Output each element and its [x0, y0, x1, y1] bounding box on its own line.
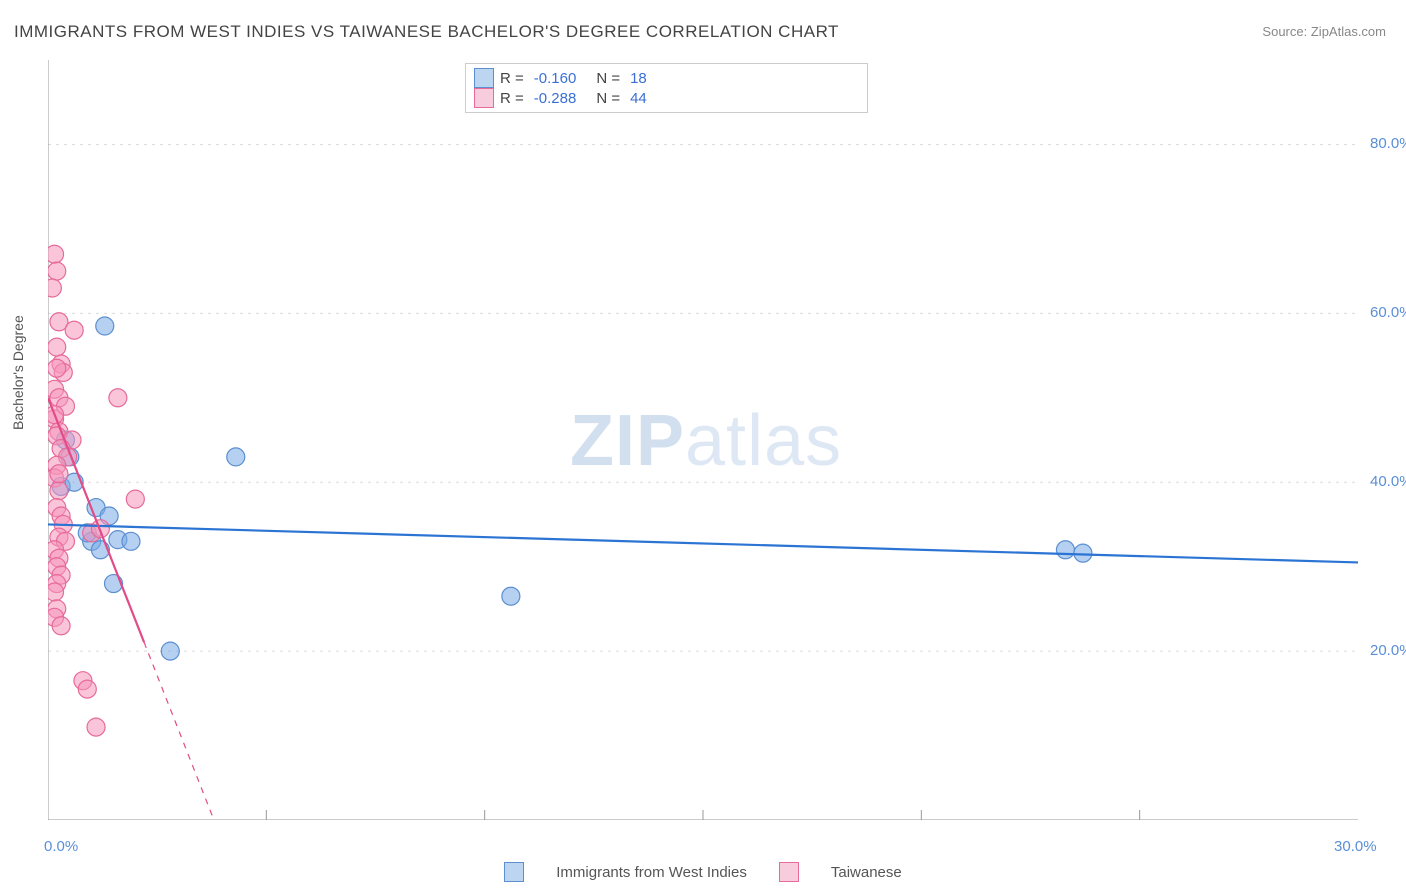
source-label: Source:: [1262, 24, 1307, 39]
y-tick-label: 20.0%: [1370, 642, 1406, 659]
chart-source: Source: ZipAtlas.com: [1262, 24, 1386, 39]
r-value-taiwanese: -0.288: [534, 90, 577, 107]
swatch-west-indies: [474, 68, 494, 88]
stats-legend: R = -0.160 N = 18 R = -0.288 N = 44: [465, 63, 868, 113]
series-legend: Immigrants from West Indies Taiwanese: [0, 862, 1406, 882]
source-name: ZipAtlas.com: [1311, 24, 1386, 39]
x-tick-label: 30.0%: [1334, 838, 1377, 855]
x-tick-label: 0.0%: [44, 838, 78, 855]
n-label: N =: [596, 90, 620, 107]
swatch-taiwanese: [779, 862, 799, 882]
n-value-taiwanese: 44: [630, 90, 647, 107]
legend-label-taiwanese: Taiwanese: [831, 864, 902, 881]
stats-row-taiwanese: R = -0.288 N = 44: [474, 88, 859, 108]
stats-row-west-indies: R = -0.160 N = 18: [474, 68, 859, 88]
plot-area: [48, 60, 1358, 820]
chart-title: IMMIGRANTS FROM WEST INDIES VS TAIWANESE…: [14, 22, 839, 42]
n-label: N =: [596, 70, 620, 87]
r-label: R =: [500, 70, 524, 87]
swatch-taiwanese: [474, 88, 494, 108]
r-value-west-indies: -0.160: [534, 70, 577, 87]
n-value-west-indies: 18: [630, 70, 647, 87]
chart-svg: [48, 60, 1358, 820]
y-axis-label: Bachelor's Degree: [10, 315, 26, 430]
r-label: R =: [500, 90, 524, 107]
y-tick-label: 80.0%: [1370, 135, 1406, 152]
legend-label-west-indies: Immigrants from West Indies: [556, 864, 747, 881]
y-tick-label: 40.0%: [1370, 473, 1406, 490]
y-tick-label: 60.0%: [1370, 304, 1406, 321]
swatch-west-indies: [504, 862, 524, 882]
